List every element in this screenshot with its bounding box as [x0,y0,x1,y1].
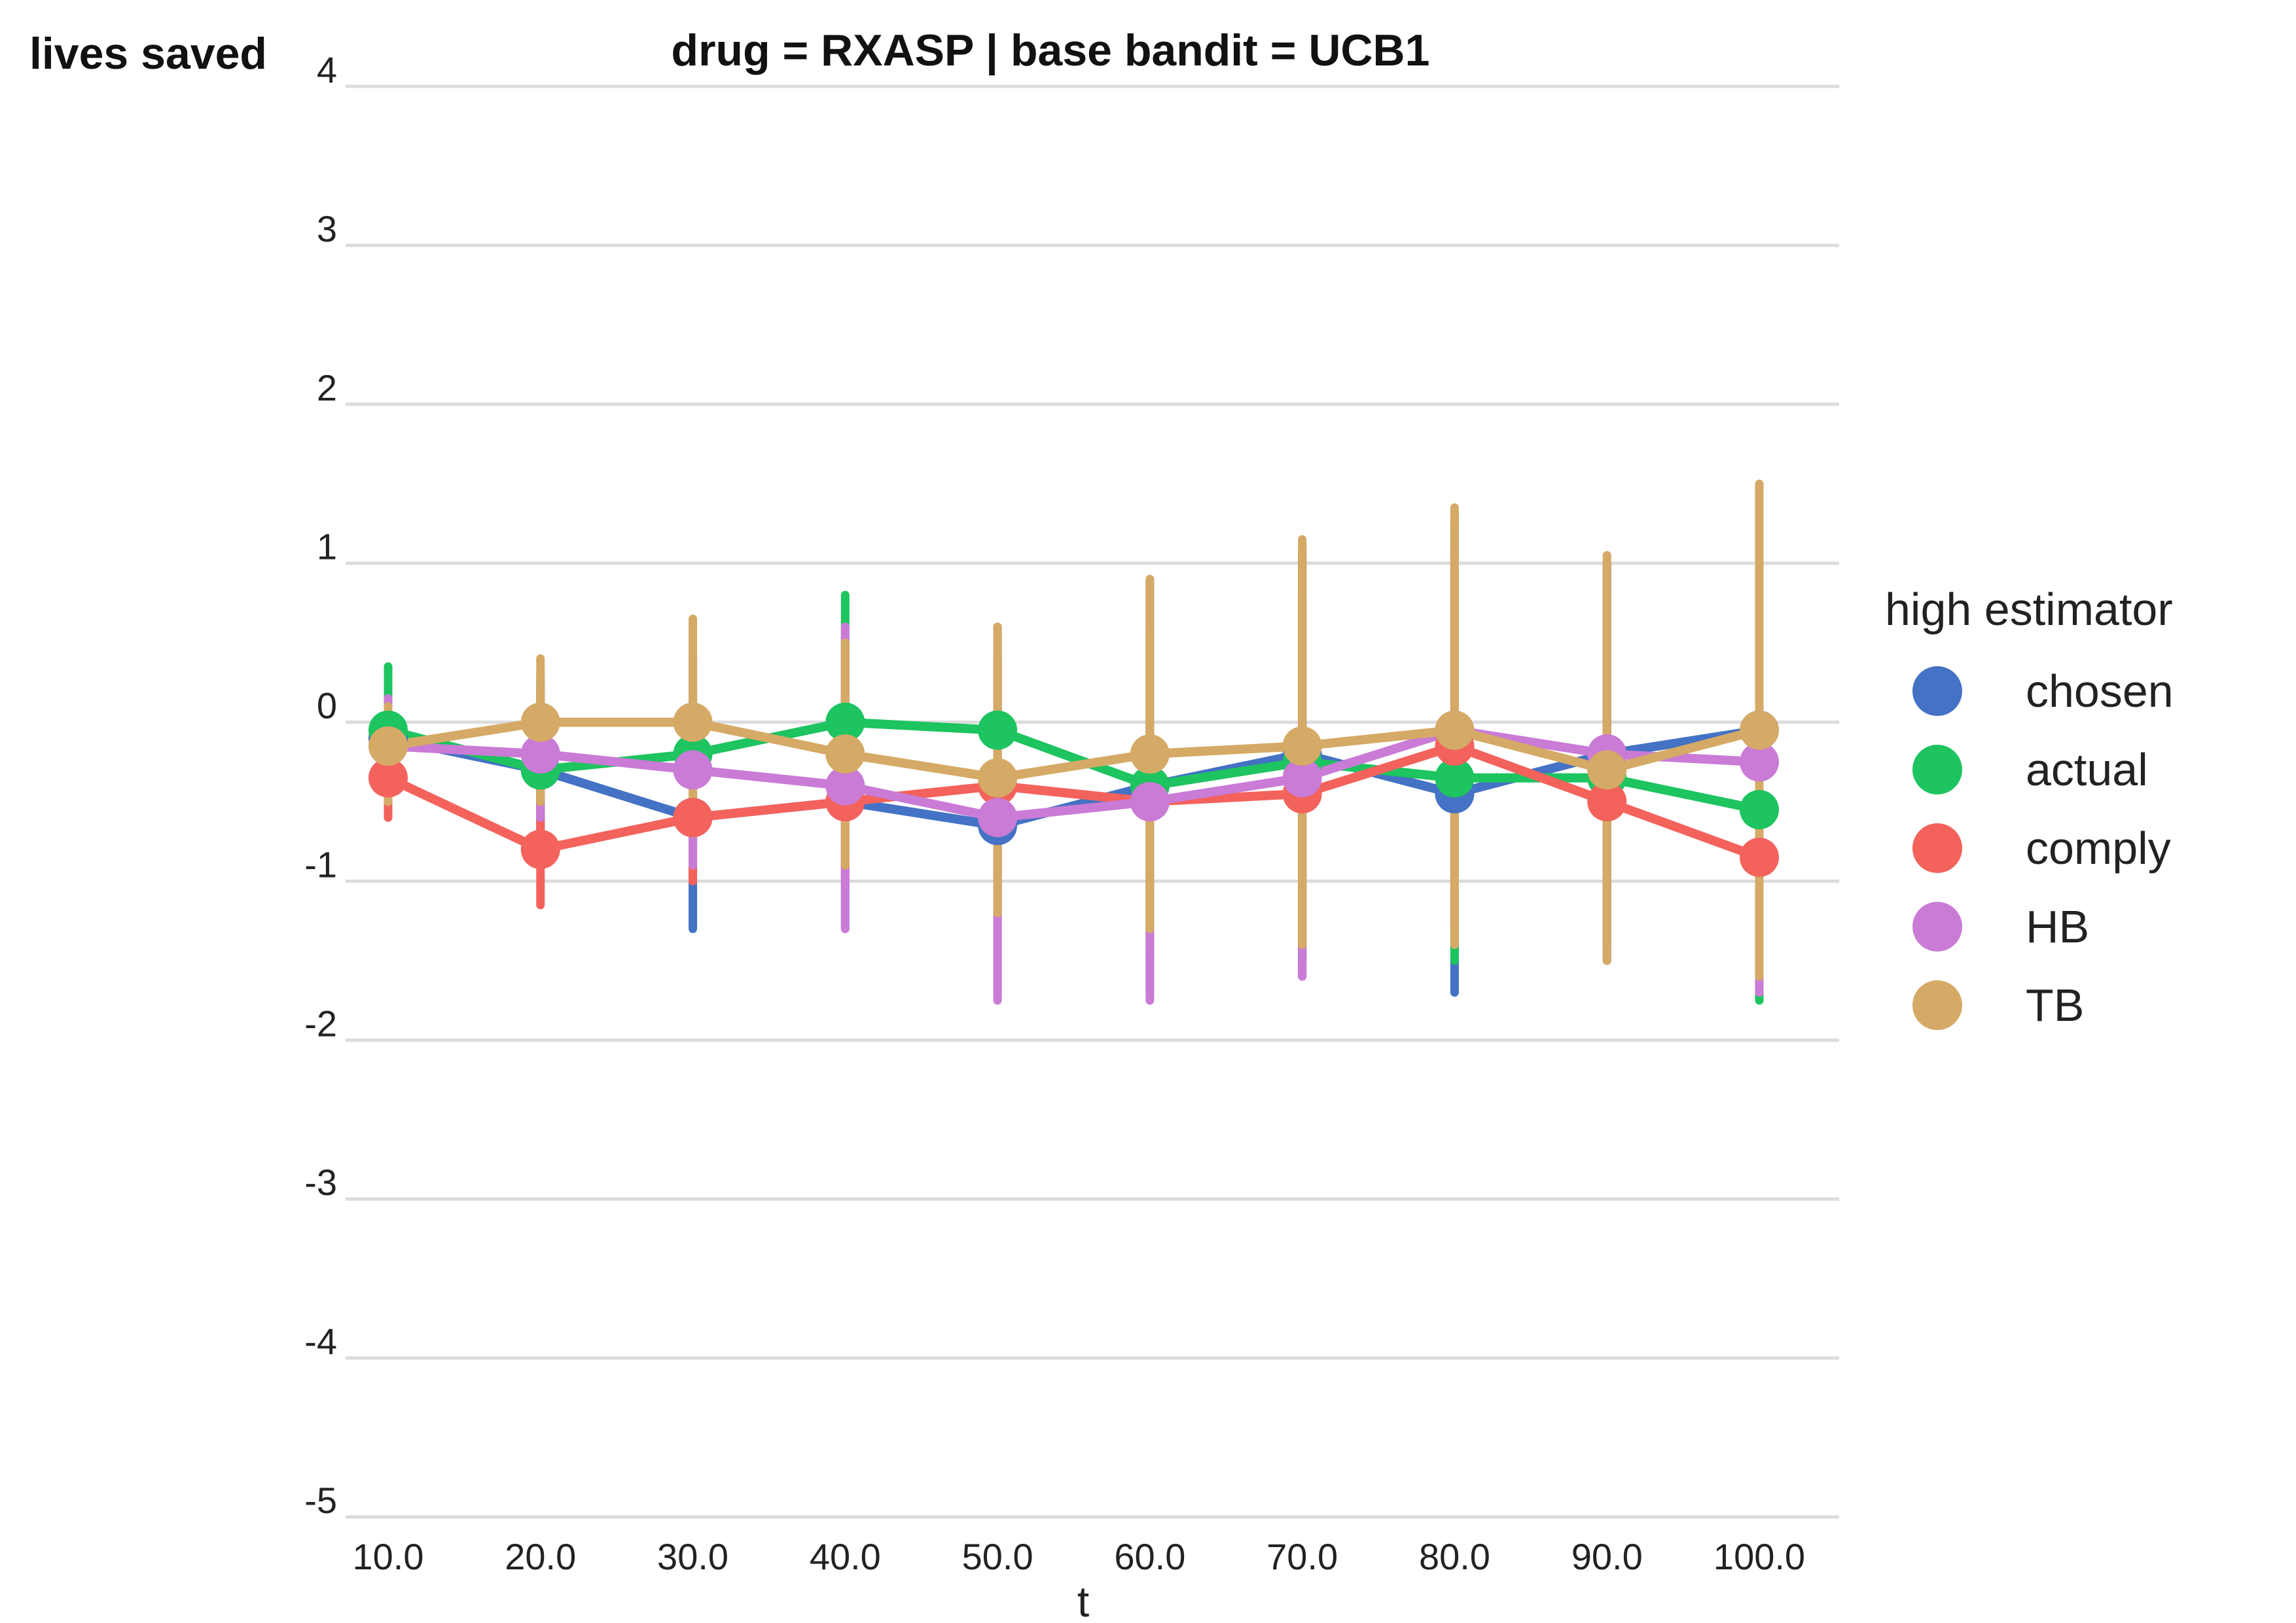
y-tick-labels: 4 3 2 1 0 -1 -2 -3 -4 -5 [304,49,337,1521]
data-point-comply [1587,782,1627,821]
series-line-comply [384,741,1764,862]
grid-lines [346,84,1839,1519]
y-tick-label: -2 [304,1003,337,1044]
x-tick-label: 70.0 [1266,1536,1338,1577]
x-tick-label: 20.0 [505,1536,576,1577]
data-point-tb [368,726,408,766]
y-tick-label: 0 [317,685,337,726]
x-tick-label: 60.0 [1114,1536,1185,1577]
data-point-hb [673,750,713,790]
data-point-hb [1282,758,1322,798]
legend-marker-actual [1912,745,1962,794]
legend: high estimator chosen actual comply HB TB [1885,584,2174,1031]
series-line-hb [384,725,1764,823]
series-lines [384,717,1764,862]
x-tick-label: 40.0 [810,1536,881,1577]
data-point-hb [1130,782,1170,821]
data-point-comply [520,829,560,869]
y-tick-label: 1 [317,526,337,567]
legend-marker-chosen [1912,666,1962,716]
legend-label-chosen: chosen [2026,666,2174,717]
x-tick-label: 80.0 [1419,1536,1490,1577]
legend-marker-tb [1912,980,1962,1030]
data-point-hb [978,798,1018,838]
legend-label-actual: actual [2026,744,2148,795]
data-point-actual [978,710,1018,750]
data-point-tb [978,758,1018,798]
y-axis-label: lives saved [29,29,267,79]
legend-marker-hb [1912,902,1962,952]
x-tick-label: 100.0 [1713,1536,1805,1577]
data-point-hb [1740,742,1779,782]
series-line-tb [384,717,1764,783]
data-point-tb [520,702,560,742]
data-point-actual [1435,758,1475,798]
legend-title: high estimator [1885,584,2173,635]
y-tick-label: 2 [317,367,337,408]
data-point-hb [825,766,865,806]
x-tick-labels: 10.0 20.0 30.0 40.0 50.0 60.0 70.0 80.0 90.0 100.… [353,1536,1806,1577]
legend-label-comply: comply [2026,823,2171,874]
data-point-comply [673,798,713,838]
y-tick-label: -4 [304,1321,337,1362]
x-tick-label: 10.0 [353,1536,424,1577]
data-point-tb [825,734,865,774]
data-point-actual [1740,790,1779,830]
y-tick-label: -5 [304,1480,337,1521]
data-point-tb [673,702,713,742]
legend-label-hb: HB [2026,901,2089,952]
y-tick-label: 4 [317,49,337,90]
series-points [368,702,1779,878]
y-tick-label: -3 [304,1162,337,1203]
legend-label-tb: TB [2026,980,2084,1031]
data-point-hb [520,734,560,774]
y-tick-label: -1 [304,844,337,885]
data-point-tb [1740,710,1779,750]
data-point-comply [368,758,408,798]
data-point-tb [1130,734,1170,774]
y-tick-label: 3 [317,208,337,249]
data-point-comply [1740,838,1779,878]
data-point-tb [1282,726,1322,766]
data-point-actual [825,702,865,742]
x-axis-label: t [1077,1577,1089,1623]
data-point-tb [1435,710,1475,750]
data-point-tb [1587,750,1627,790]
chart-title: drug = RXASP | base bandit = UCB1 [672,26,1430,76]
x-tick-label: 90.0 [1571,1536,1643,1577]
x-tick-label: 30.0 [657,1536,728,1577]
legend-marker-comply [1912,823,1962,873]
x-tick-label: 50.0 [962,1536,1033,1577]
